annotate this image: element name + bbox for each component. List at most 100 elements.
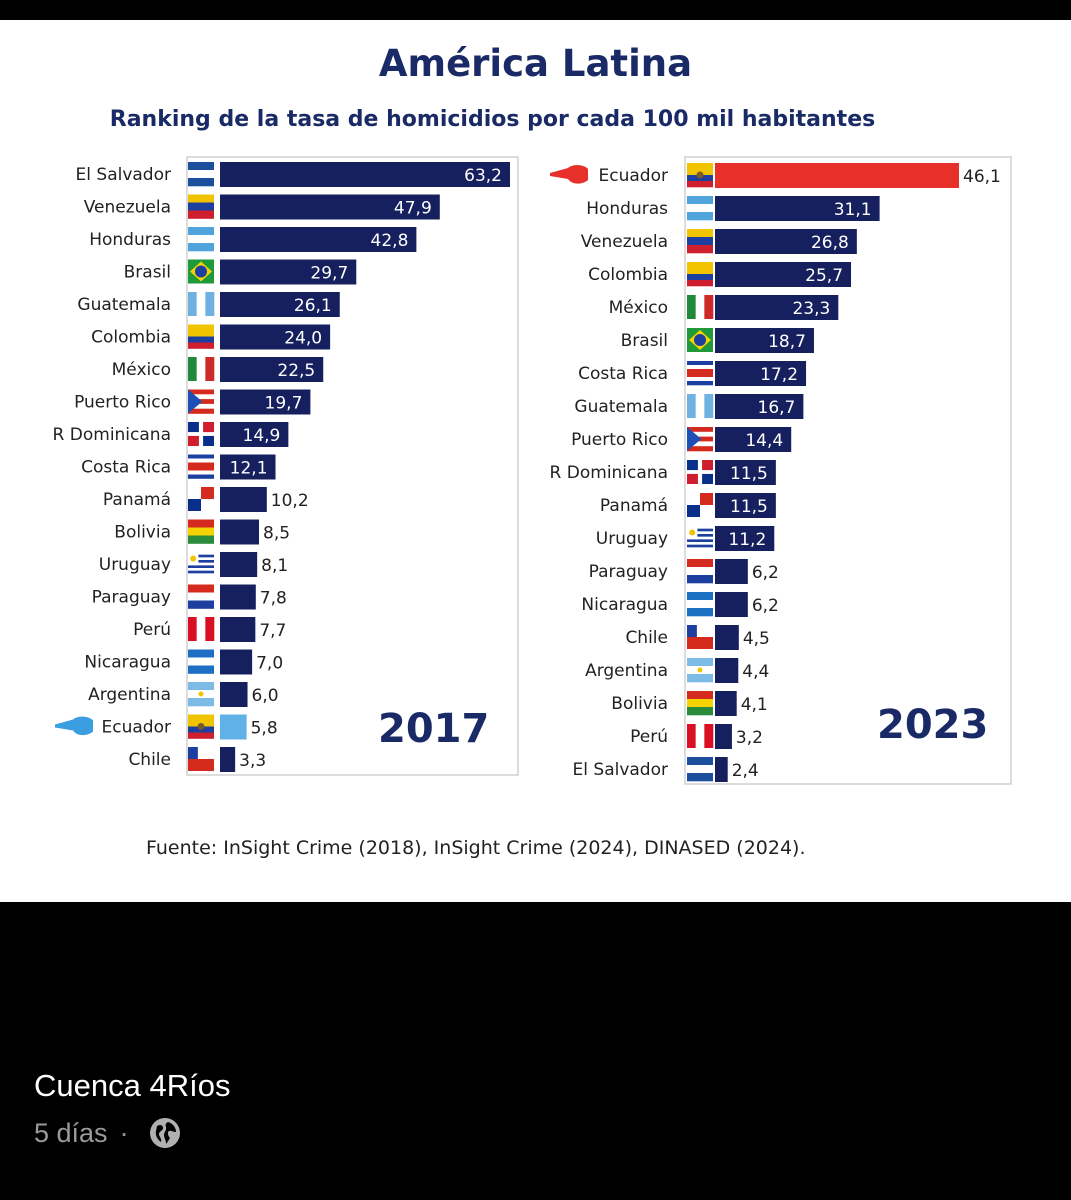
- chart-title: América Latina: [378, 42, 693, 85]
- category-label: Bolivia: [611, 694, 668, 714]
- category-label: Costa Rica: [578, 364, 668, 384]
- costa-rica-flag-icon: [687, 361, 713, 386]
- argentina-flag-icon: [687, 658, 713, 683]
- bar-uruguay: [220, 552, 258, 577]
- colombia-flag-icon: [687, 262, 713, 287]
- value-label: 16,7: [758, 398, 796, 418]
- bar-bolivia: [220, 519, 260, 545]
- venezuela-flag-icon: [188, 194, 214, 219]
- value-label: 19,7: [265, 394, 303, 414]
- category-label: Ecuador: [599, 166, 668, 186]
- bolivia-flag-icon: [687, 691, 713, 716]
- category-label: Honduras: [586, 199, 668, 219]
- bar-colombia: [220, 324, 331, 350]
- category-label: Argentina: [585, 661, 668, 681]
- value-label: 10,2: [271, 491, 309, 511]
- category-label: Honduras: [89, 230, 171, 250]
- category-label: Chile: [625, 628, 668, 648]
- bar-paraguay: [220, 584, 256, 610]
- post-author[interactable]: Cuenca 4Ríos: [34, 1068, 231, 1103]
- category-label: Colombia: [588, 265, 668, 285]
- post-time[interactable]: 5 días: [34, 1117, 108, 1148]
- puerto-rico-flag-icon: [188, 389, 214, 414]
- category-label: Puerto Rico: [74, 393, 171, 413]
- category-label: Venezuela: [84, 198, 171, 218]
- category-label: México: [609, 298, 668, 318]
- value-label: 26,1: [294, 296, 332, 316]
- value-label: 29,7: [310, 264, 348, 284]
- value-label: 11,5: [730, 497, 768, 517]
- bar-chile: [715, 625, 739, 650]
- globe-icon[interactable]: [149, 1117, 181, 1149]
- value-label: 8,1: [261, 556, 288, 576]
- nicaragua-flag-icon: [188, 649, 214, 674]
- value-label: 4,4: [742, 662, 769, 682]
- category-label: Venezuela: [581, 232, 668, 252]
- value-label: 6,2: [752, 596, 779, 616]
- value-label: 46,1: [963, 167, 1001, 187]
- bar-uruguay: [715, 526, 775, 551]
- bar-mexico: [715, 295, 839, 320]
- peru-flag-icon: [188, 617, 215, 641]
- category-label: R Dominicana: [550, 463, 668, 483]
- value-label: 7,0: [256, 654, 283, 674]
- bar-panama: [220, 487, 267, 512]
- category-label: Costa Rica: [81, 458, 171, 478]
- bar-argentina: [220, 682, 248, 707]
- category-label: Nicaragua: [581, 595, 668, 615]
- category-label: Ecuador: [102, 718, 171, 738]
- puerto-rico-flag-icon: [687, 427, 713, 452]
- bar-el-salvador: [220, 162, 510, 187]
- value-label: 63,2: [464, 166, 502, 186]
- value-label: 3,2: [736, 728, 763, 748]
- category-label: Argentina: [88, 685, 171, 705]
- category-label: Brasil: [621, 331, 668, 351]
- category-label: Uruguay: [596, 529, 668, 549]
- bar-colombia: [715, 262, 852, 287]
- bar-peru: [715, 724, 732, 749]
- value-label: 6,0: [252, 686, 279, 706]
- category-label: Panamá: [600, 496, 668, 516]
- argentina-flag-icon: [188, 682, 214, 707]
- category-label: Panamá: [103, 490, 171, 510]
- mexico-flag-icon: [687, 295, 714, 319]
- uruguay-flag-icon: [188, 552, 214, 577]
- chart-2023: Ecuador 46,1 Honduras 31,1 Venezuela 26,8 Colo…: [550, 156, 1012, 785]
- value-label: 7,7: [259, 621, 286, 641]
- value-label: 14,4: [745, 431, 783, 451]
- bar-guatemala: [220, 292, 340, 317]
- bar-guatemala: [715, 394, 804, 419]
- year-label: 2023: [877, 702, 988, 748]
- el-salvador-flag-icon: [687, 757, 713, 782]
- bar-venezuela: [715, 229, 857, 254]
- category-label: Bolivia: [114, 523, 171, 543]
- panama-flag-icon: [687, 493, 713, 517]
- value-label: 14,9: [243, 426, 281, 446]
- mexico-flag-icon: [188, 357, 215, 381]
- bar-panama: [715, 493, 776, 518]
- venezuela-flag-icon: [687, 229, 713, 254]
- pointing-hand-icon: [55, 716, 93, 736]
- uruguay-flag-icon: [687, 526, 713, 551]
- bar-paraguay: [715, 559, 748, 584]
- r-dominicana-flag-icon: [687, 460, 713, 484]
- category-label: Puerto Rico: [571, 430, 668, 450]
- category-label: R Dominicana: [53, 425, 171, 445]
- brasil-flag-icon: [687, 328, 713, 352]
- ecuador-flag-icon: [188, 714, 214, 739]
- bar-chile: [220, 747, 236, 772]
- bar-costa-rica: [715, 361, 807, 386]
- panama-flag-icon: [188, 487, 214, 511]
- bar-brasil: [220, 259, 357, 285]
- bar-r-dominicana: [220, 422, 289, 447]
- post-meta: 5 días ·: [34, 1117, 181, 1149]
- chart-subtitle: Ranking de la tasa de homicidios por cad…: [109, 107, 876, 132]
- value-label: 31,1: [834, 200, 872, 220]
- guatemala-flag-icon: [687, 394, 714, 418]
- value-label: 4,1: [741, 695, 768, 715]
- chart-source: Fuente: InSight Crime (2018), InSight Cr…: [146, 837, 806, 859]
- value-label: 5,8: [251, 719, 278, 739]
- bar-nicaragua: [715, 592, 748, 617]
- chart-2017: El Salvador 63,2 Venezuela 47,9 Honduras 42,8…: [53, 156, 519, 776]
